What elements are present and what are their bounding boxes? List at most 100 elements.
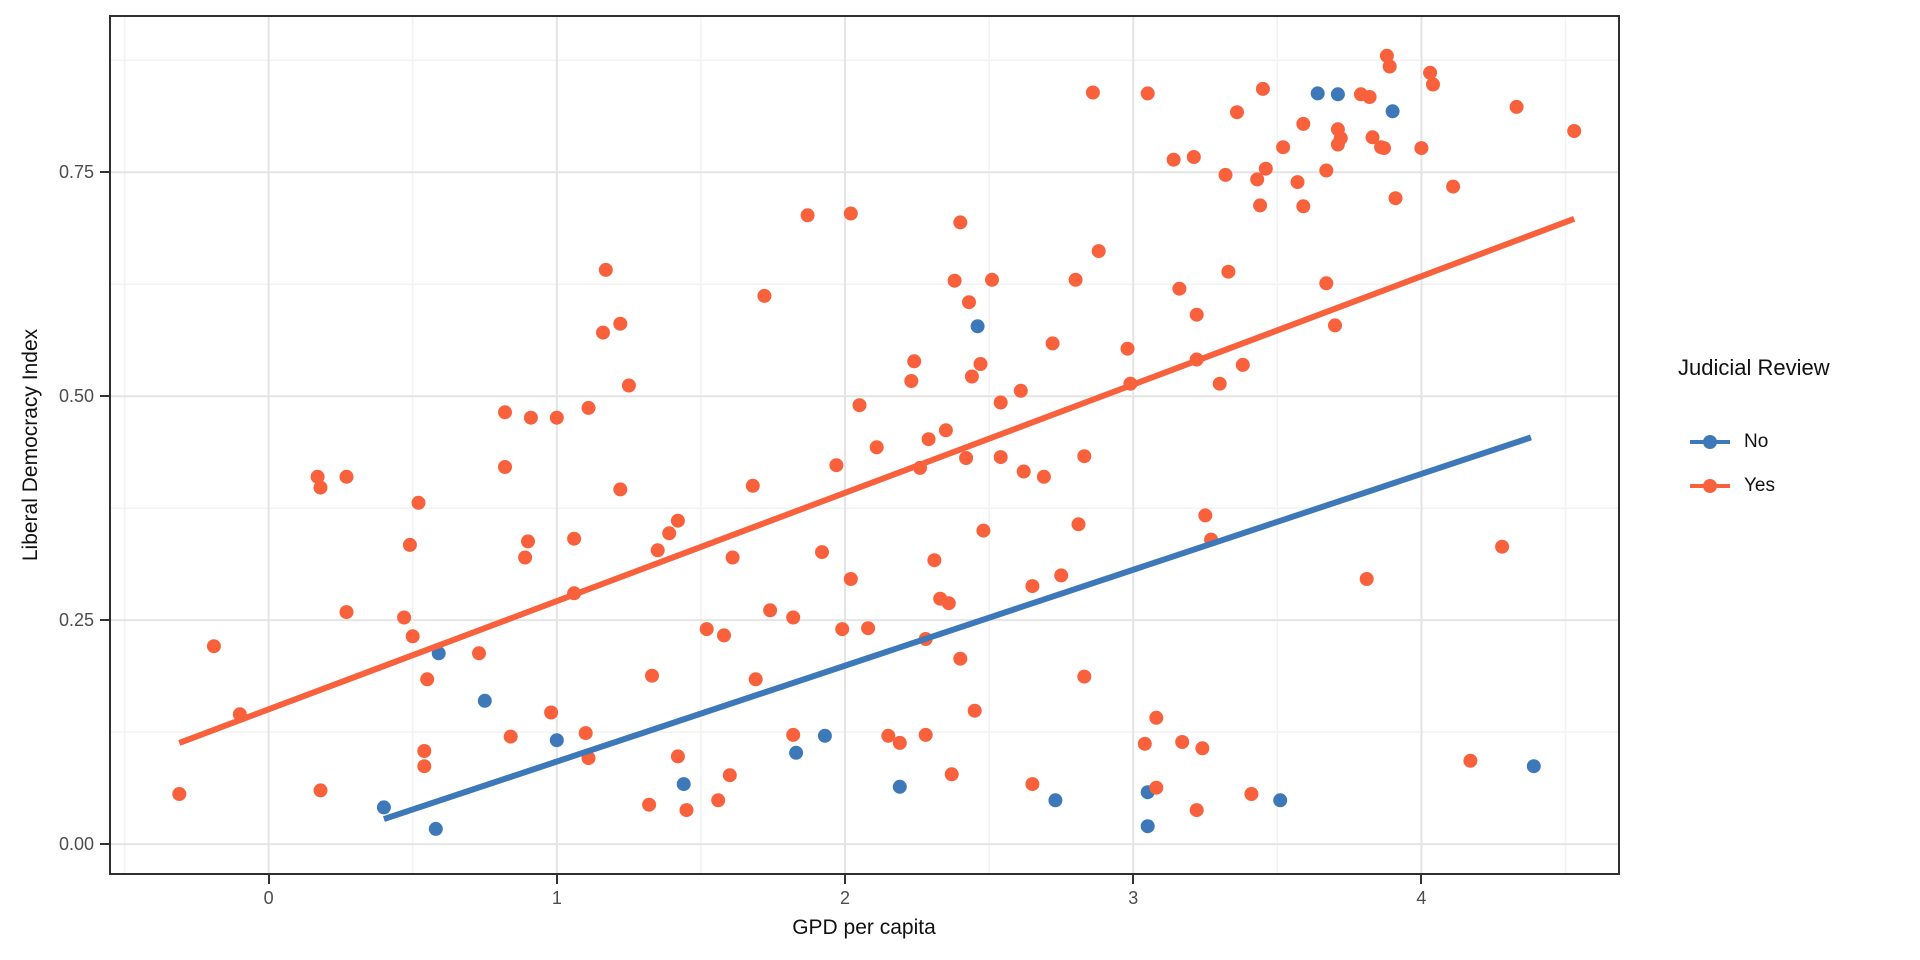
legend-key-dot bbox=[1703, 435, 1717, 449]
data-point-yes bbox=[918, 727, 933, 742]
data-point-yes bbox=[1463, 753, 1478, 768]
data-point-yes bbox=[1036, 469, 1051, 484]
data-point-yes bbox=[1235, 357, 1250, 372]
data-point-yes bbox=[941, 596, 956, 611]
data-point-yes bbox=[993, 395, 1008, 410]
data-point-yes bbox=[892, 735, 907, 750]
data-point-yes bbox=[339, 605, 354, 620]
data-point-yes bbox=[498, 405, 512, 420]
data-point-yes bbox=[1091, 244, 1106, 259]
data-point-yes bbox=[959, 451, 974, 465]
data-point-yes bbox=[953, 651, 968, 666]
data-point-yes bbox=[786, 727, 801, 742]
data-point-no bbox=[1273, 793, 1288, 808]
legend-label-no: No bbox=[1744, 431, 1769, 452]
data-point-yes bbox=[1296, 199, 1311, 214]
data-point-yes bbox=[567, 531, 582, 546]
data-point-yes bbox=[1189, 307, 1204, 322]
data-point-yes bbox=[650, 543, 665, 558]
data-point-yes bbox=[518, 550, 533, 565]
data-point-yes bbox=[964, 369, 979, 384]
data-point-yes bbox=[397, 610, 412, 625]
data-point-yes bbox=[1218, 167, 1233, 182]
x-tick-label: 0 bbox=[263, 888, 274, 908]
data-point-no bbox=[970, 319, 985, 334]
data-point-yes bbox=[843, 206, 858, 221]
legend-key-no-icon bbox=[1690, 431, 1730, 453]
data-point-yes bbox=[679, 803, 694, 818]
data-point-yes bbox=[313, 783, 328, 798]
data-point-yes bbox=[1379, 48, 1394, 63]
data-point-no bbox=[892, 779, 907, 794]
data-point-yes bbox=[339, 469, 354, 484]
data-point-yes bbox=[1319, 163, 1334, 178]
x-tick-mark bbox=[1132, 875, 1135, 884]
data-point-yes bbox=[598, 262, 613, 277]
data-point-yes bbox=[411, 495, 426, 510]
data-point-yes bbox=[1330, 137, 1345, 152]
data-point-yes bbox=[1362, 90, 1377, 104]
data-point-yes bbox=[1025, 777, 1040, 792]
data-point-yes bbox=[1276, 140, 1291, 155]
data-point-yes bbox=[800, 208, 815, 223]
data-point-yes bbox=[815, 545, 829, 560]
data-point-no bbox=[1310, 86, 1325, 101]
data-point-yes bbox=[993, 450, 1008, 465]
plot-panel bbox=[109, 15, 1620, 875]
data-point-yes bbox=[1414, 141, 1429, 156]
data-point-yes bbox=[748, 672, 763, 687]
data-point-yes bbox=[417, 744, 432, 758]
data-point-yes bbox=[1149, 780, 1164, 795]
x-tick-label: 1 bbox=[551, 888, 562, 908]
data-point-yes bbox=[786, 610, 801, 625]
data-point-no bbox=[1330, 87, 1345, 102]
plot-area bbox=[111, 17, 1618, 873]
y-tick-label: 0.75 bbox=[58, 162, 94, 183]
data-point-yes bbox=[1382, 59, 1397, 74]
x-tick-label: 2 bbox=[840, 888, 851, 908]
data-point-yes bbox=[927, 553, 942, 568]
legend-title: Judicial Review bbox=[1678, 355, 1830, 380]
data-point-yes bbox=[953, 215, 968, 230]
data-point-yes bbox=[1140, 86, 1155, 101]
data-point-yes bbox=[1250, 172, 1265, 187]
data-point-yes bbox=[1025, 579, 1040, 594]
data-point-yes bbox=[420, 672, 435, 687]
data-point-yes bbox=[763, 603, 778, 618]
data-point-yes bbox=[662, 526, 677, 541]
x-tick-mark bbox=[555, 875, 558, 884]
data-point-yes bbox=[596, 325, 610, 340]
legend-key-yes-icon bbox=[1690, 475, 1730, 497]
data-point-yes bbox=[725, 550, 740, 565]
data-point-yes bbox=[670, 749, 685, 764]
data-point-yes bbox=[313, 480, 328, 495]
data-point-yes bbox=[757, 288, 772, 303]
data-point-no bbox=[477, 693, 492, 708]
data-point-yes bbox=[1172, 281, 1187, 296]
data-point-no bbox=[376, 800, 391, 815]
data-point-yes bbox=[1365, 130, 1380, 145]
data-point-yes bbox=[613, 482, 628, 497]
data-point-yes bbox=[717, 628, 731, 643]
data-point-yes bbox=[1198, 508, 1213, 523]
data-point-yes bbox=[1230, 105, 1244, 120]
data-point-yes bbox=[904, 374, 919, 388]
y-tick-label: 0.25 bbox=[58, 610, 94, 631]
data-point-yes bbox=[472, 646, 486, 661]
data-point-no bbox=[1385, 104, 1400, 119]
data-point-yes bbox=[711, 793, 726, 808]
data-point-yes bbox=[861, 621, 876, 636]
data-point-yes bbox=[172, 787, 187, 801]
data-point-yes bbox=[1054, 568, 1069, 583]
data-point-yes bbox=[310, 469, 325, 484]
data-point-yes bbox=[206, 639, 221, 654]
x-tick-mark bbox=[267, 875, 270, 884]
data-point-yes bbox=[1567, 124, 1582, 138]
data-point-yes bbox=[1423, 65, 1438, 80]
data-point-no bbox=[1140, 819, 1155, 834]
y-tick-mark bbox=[100, 619, 109, 622]
y-tick-mark bbox=[100, 395, 109, 398]
data-point-yes bbox=[581, 400, 596, 415]
data-point-yes bbox=[1045, 336, 1060, 351]
data-point-yes bbox=[1068, 272, 1083, 287]
